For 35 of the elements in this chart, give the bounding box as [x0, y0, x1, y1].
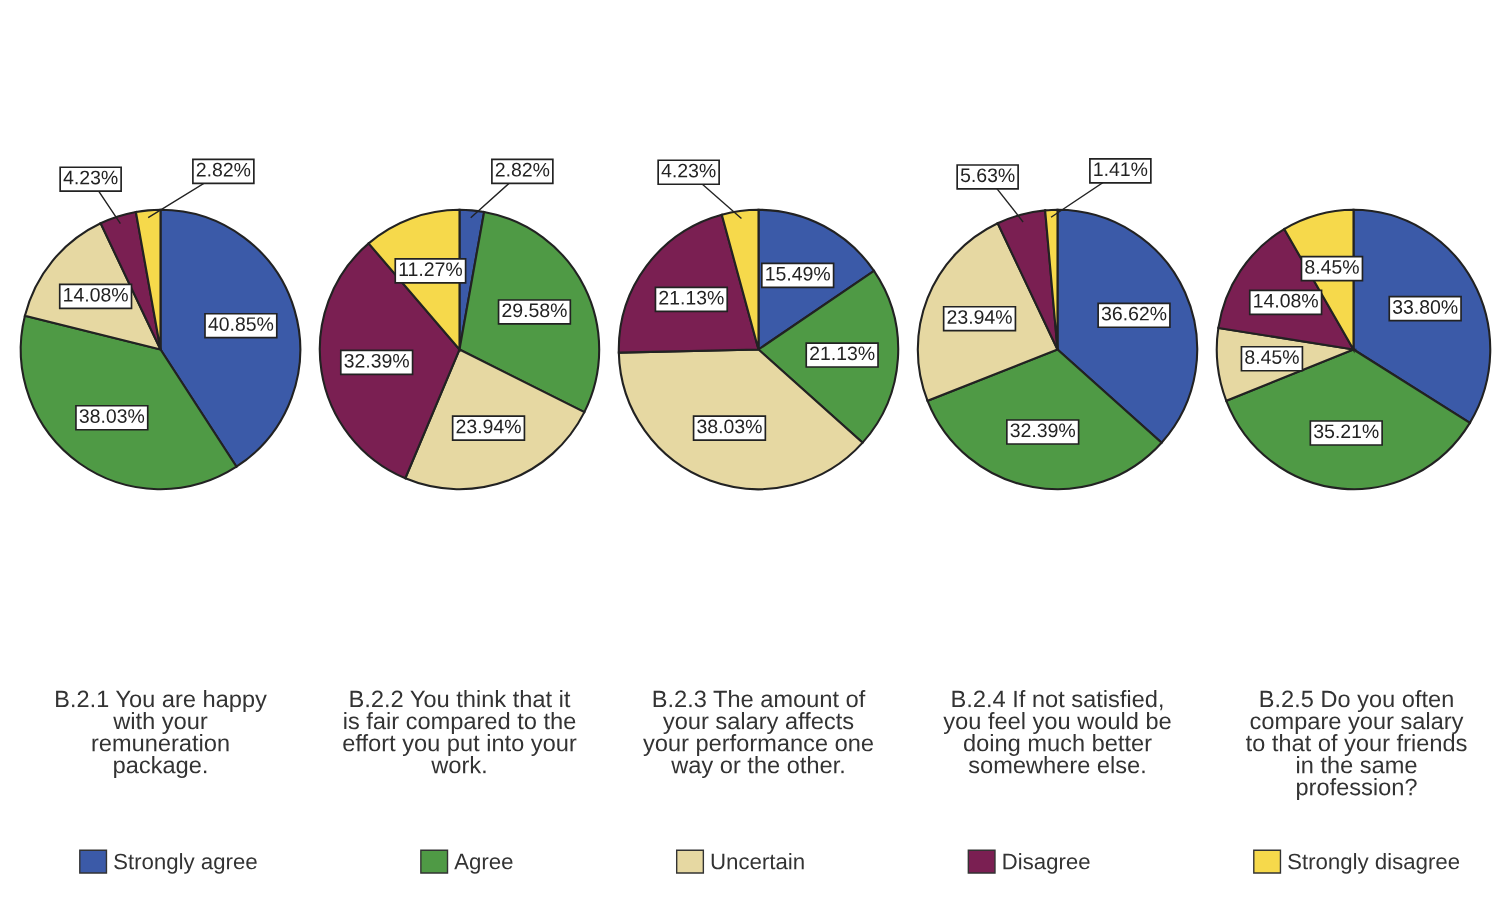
data-label: 5.63%	[960, 168, 1015, 183]
data-label: 23.94%	[456, 419, 521, 434]
legend-label: Strongly agree	[114, 853, 257, 874]
data-label: 2.82%	[495, 162, 550, 177]
data-label: 2.82%	[196, 162, 251, 177]
legend-label: Disagree	[1003, 853, 1090, 874]
data-label: 32.39%	[344, 353, 409, 368]
data-label: 4.23%	[661, 163, 716, 178]
data-label: 23.94%	[947, 310, 1012, 324]
legend-label: Uncertain	[711, 853, 804, 870]
data-label: 40.85%	[208, 317, 274, 331]
data-label: 35.21%	[1314, 424, 1379, 439]
text: B.2.1 You are happy with your remuneration package.	[56, 690, 267, 779]
text: B.2.4 If not satisfied, you feel you would be doing much better somewhere else.	[943, 690, 1171, 774]
data-label: 14.08%	[64, 287, 128, 302]
data-label: 36.62%	[1101, 306, 1167, 321]
text: B.2.5 Do you often compare your salary to that of your friends in the same profession?	[1245, 690, 1467, 801]
data-label: 21.13%	[659, 290, 724, 305]
data-label: 38.03%	[697, 419, 762, 434]
data-label: 38.03%	[79, 409, 145, 423]
data-label: 4.23%	[63, 170, 118, 185]
data-label: 1.41%	[1094, 162, 1148, 176]
data-label: 33.80%	[1392, 300, 1458, 314]
data-label: 11.27%	[399, 262, 463, 277]
data-label: 15.49%	[766, 266, 830, 281]
data-label: 21.13%	[810, 346, 875, 361]
data-label: 8.45%	[1245, 350, 1299, 364]
data-label: 14.08%	[1254, 293, 1318, 308]
text: B.2.2 You think that it is fair compared to the effort you put into your work.	[343, 690, 577, 774]
data-label: 8.45%	[1305, 260, 1359, 274]
data-label: 32.39%	[1010, 423, 1076, 438]
legend-label: Agree	[454, 853, 513, 874]
data-label: 29.58%	[502, 303, 567, 318]
text: B.2.3 The amount of your salary affects your performance one way or the other.	[643, 690, 873, 779]
legend-label: Strongly disagree	[1288, 853, 1460, 874]
